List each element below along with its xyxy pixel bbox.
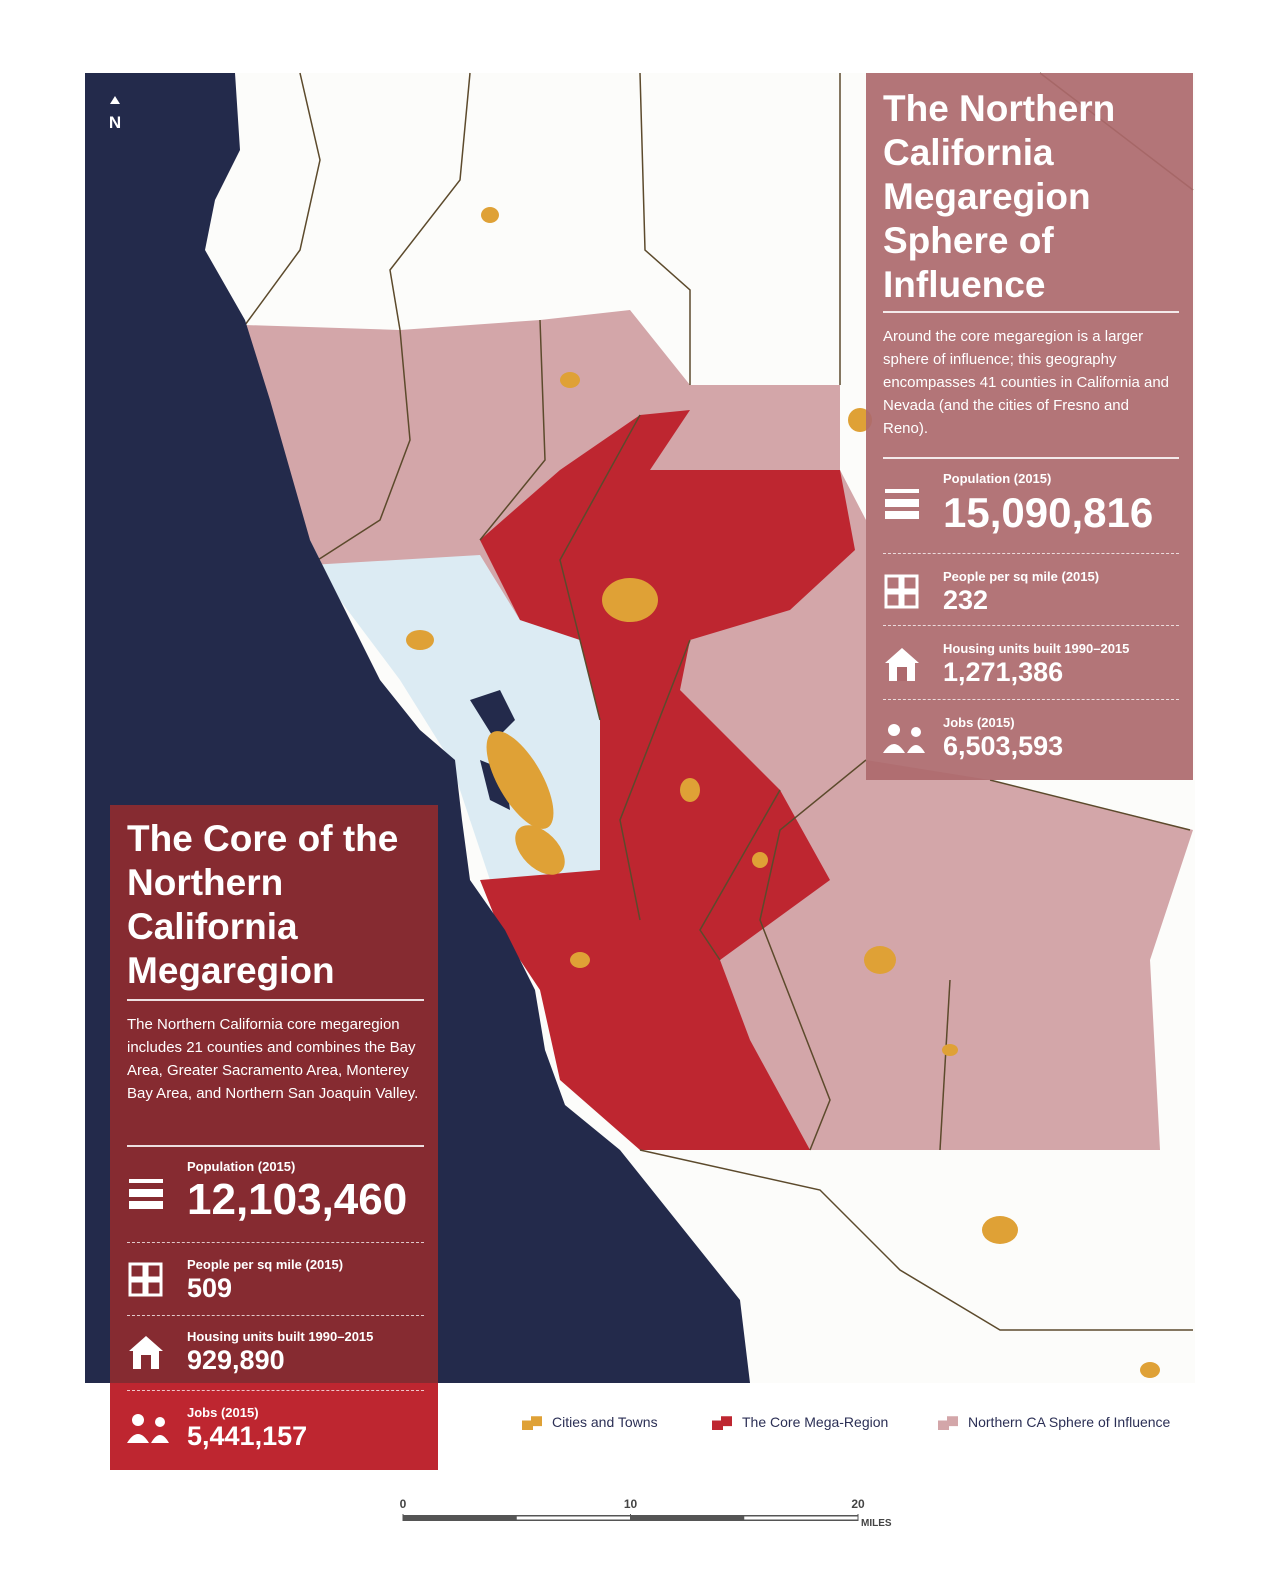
stat-label: People per sq mile (2015) [187, 1257, 344, 1272]
rule [883, 457, 1179, 459]
north-label: N [109, 113, 121, 132]
stat-value: 929,890 [187, 1345, 285, 1375]
stat: Jobs (2015) 6,503,593 [883, 715, 1183, 775]
stat-value: 1,271,386 [943, 657, 1064, 687]
divider [127, 1315, 424, 1316]
house-icon [129, 1336, 163, 1369]
stat: Jobs (2015) 5,441,157 [127, 1405, 428, 1465]
scale-unit: MILES [861, 1518, 892, 1529]
scale-bar-segment [516, 1516, 631, 1520]
scale-tick-label: 0 [400, 1497, 407, 1511]
stat-value: 5,441,157 [187, 1421, 308, 1451]
divider [883, 625, 1179, 626]
scale-tick-label: 20 [851, 1497, 865, 1511]
density-icon [128, 1262, 163, 1297]
legend-item: Northern CA Sphere of Influence [938, 1414, 1171, 1431]
house-icon [885, 648, 919, 681]
legend-item: The Core Mega-Region [712, 1414, 889, 1431]
legend-item: Cities and Towns [522, 1414, 658, 1431]
rule [883, 311, 1179, 313]
stat-value: 232 [943, 585, 989, 615]
stat-label: People per sq mile (2015) [943, 569, 1100, 584]
rule [127, 1145, 424, 1147]
jobs-icon [883, 724, 925, 753]
divider [883, 699, 1179, 700]
jobs-icon [127, 1414, 169, 1443]
divider [127, 1242, 424, 1243]
stat-value: 509 [187, 1273, 233, 1303]
core-panel: The Core of the Northern California Mega… [110, 805, 438, 1470]
stat-value: 12,103,460 [187, 1175, 408, 1224]
rule [127, 999, 424, 1001]
north-arrow [110, 96, 120, 104]
county-lines [244, 72, 1194, 1331]
population-icon [885, 489, 919, 519]
bay-area [310, 555, 640, 920]
stat-label: Population (2015) [943, 471, 1052, 486]
sphere-panel: The Northern California Megaregion Spher… [866, 73, 1193, 780]
panel-base [110, 1383, 438, 1470]
legend-swatch [522, 1416, 542, 1431]
legend-label: The Core Mega-Region [742, 1414, 889, 1430]
stat-label: Jobs (2015) [187, 1405, 259, 1420]
stat-label: Jobs (2015) [943, 715, 1015, 730]
legend-label: Cities and Towns [552, 1414, 658, 1430]
divider [127, 1390, 424, 1391]
stat-value: 6,503,593 [943, 731, 1064, 761]
panel-title: The Northern California Megaregion Spher… [883, 88, 1116, 305]
stat: Housing units built 1990–2015 1,271,386 [883, 641, 1183, 701]
stat: People per sq mile (2015) 232 [883, 569, 1183, 629]
stat: Housing units built 1990–2015 929,890 [127, 1329, 428, 1389]
stat: Population (2015) 15,090,816 [883, 471, 1183, 536]
stat: People per sq mile (2015) 509 [127, 1257, 428, 1317]
legend-label: Northern CA Sphere of Influence [968, 1414, 1171, 1430]
cities [406, 207, 1160, 1378]
panel-description: Around the core megaregion is a larger s… [883, 328, 1170, 437]
scale-tick-label: 10 [624, 1497, 638, 1511]
panel-title: The Core of the Northern California Mega… [127, 818, 399, 991]
legend-swatch [938, 1416, 958, 1431]
scale-bar: 0 10 20 MILES [400, 1497, 892, 1529]
scale-bar-segment [744, 1516, 858, 1520]
stat-label: Population (2015) [187, 1159, 296, 1174]
panel-description: The Northern California core megaregion … [127, 1016, 419, 1102]
stat-value: 15,090,816 [943, 489, 1154, 536]
stat-label: Housing units built 1990–2015 [943, 641, 1130, 656]
density-icon [884, 574, 919, 609]
stat: Population (2015) 12,103,460 [127, 1159, 428, 1224]
divider [883, 553, 1179, 554]
legend-swatch [712, 1416, 732, 1431]
population-icon [129, 1179, 163, 1209]
stat-label: Housing units built 1990–2015 [187, 1329, 374, 1344]
